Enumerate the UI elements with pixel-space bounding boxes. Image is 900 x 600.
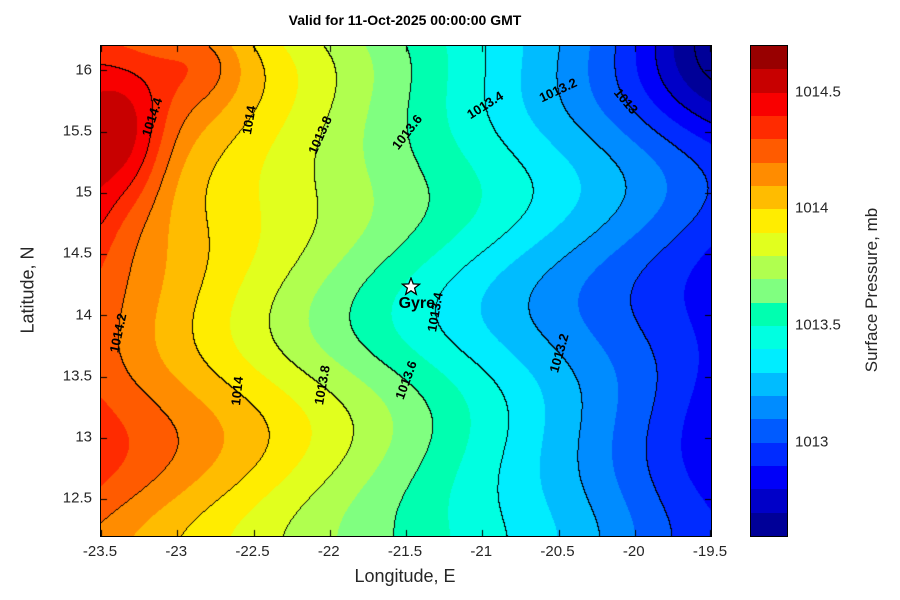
y-axis-label: Latitude, N bbox=[17, 246, 38, 334]
colorbar-band bbox=[751, 232, 787, 256]
colorbar-band bbox=[751, 92, 787, 116]
colorbar-tick-label: 1013.5 bbox=[795, 316, 841, 334]
colorbar-label: Surface Pressure, mb bbox=[862, 207, 881, 373]
x-tick-label: -20.5 bbox=[540, 543, 575, 560]
x-tick-label: -22.5 bbox=[235, 543, 270, 560]
x-tick-label: -22 bbox=[317, 543, 340, 560]
colorbar-band bbox=[751, 185, 787, 210]
colorbar-band bbox=[751, 46, 787, 70]
colorbar-tick-label: 1014 bbox=[795, 199, 829, 217]
x-tick-label: -21.5 bbox=[387, 543, 423, 560]
gyre-star-icon bbox=[400, 277, 421, 297]
y-tick-label: 13 bbox=[75, 428, 92, 446]
colorbar-band bbox=[751, 279, 787, 303]
y-tick-label: 15.5 bbox=[62, 122, 92, 140]
x-tick-label: -23.5 bbox=[82, 543, 118, 560]
colorbar-band bbox=[751, 139, 787, 163]
y-tick-label: 15 bbox=[75, 183, 92, 201]
colorbar-band bbox=[751, 115, 787, 140]
colorbar-band bbox=[751, 162, 787, 186]
y-tick-label: 13.5 bbox=[62, 367, 92, 385]
contour-plot-area: 1014.4 1014.2 1014 1014 1013.8 1013.8 1013.6 10… bbox=[100, 45, 712, 537]
colorbar bbox=[750, 45, 788, 537]
colorbar-band bbox=[751, 395, 787, 420]
x-tick-label: -20 bbox=[622, 543, 645, 560]
colorbar-band bbox=[751, 489, 787, 513]
y-tick-label: 14.5 bbox=[62, 244, 92, 262]
y-tick-label: 16 bbox=[75, 61, 92, 78]
y-tick-label: 12.5 bbox=[62, 489, 92, 507]
x-tick-label: -19.5 bbox=[692, 543, 728, 560]
colorbar-band bbox=[751, 465, 787, 490]
y-tick-label: 14 bbox=[75, 306, 92, 323]
colorbar-band bbox=[751, 302, 787, 326]
colorbar-band bbox=[751, 372, 787, 396]
colorbar-band bbox=[751, 209, 787, 233]
colorbar-band bbox=[751, 325, 787, 350]
colorbar-tick-label: 1013 bbox=[795, 433, 829, 451]
x-tick-label: -23 bbox=[165, 543, 188, 560]
x-tick-label: -21 bbox=[470, 543, 493, 560]
colorbar-tick-label: 1014.5 bbox=[795, 83, 841, 101]
colorbar-band bbox=[751, 419, 787, 443]
colorbar-band bbox=[751, 442, 787, 466]
plot-title: Valid for 11-Oct-2025 00:00:00 GMT bbox=[288, 12, 522, 28]
colorbar-band bbox=[751, 69, 787, 93]
x-axis-label: Longitude, E bbox=[354, 566, 456, 586]
colorbar-band bbox=[751, 255, 787, 280]
gyre-marker-label: Gyre bbox=[398, 295, 436, 313]
colorbar-band bbox=[751, 512, 787, 536]
colorbar-band bbox=[751, 349, 787, 373]
